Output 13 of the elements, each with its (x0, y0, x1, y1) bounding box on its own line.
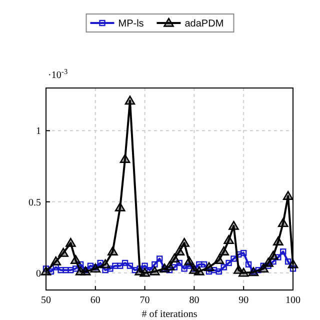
x-tick-label: 100 (286, 295, 300, 306)
y-tick-label: 0 (36, 268, 41, 280)
text: ·10$^{-3}$ (48, 66, 68, 81)
legend-label: MP-ls (118, 18, 144, 30)
x-axis-title: # of iterations (142, 309, 198, 320)
x-tick-label: 90 (238, 295, 249, 306)
x-tick-label: 70 (140, 295, 150, 306)
y-tick-label: 1 (36, 126, 41, 138)
x-tick-label: 80 (189, 295, 200, 306)
x-tick-label: 50 (41, 295, 51, 306)
legend-label: adaPDM (184, 18, 224, 30)
x-tick-label: 60 (90, 295, 100, 306)
y-tick-label: 0.5 (28, 197, 41, 208)
